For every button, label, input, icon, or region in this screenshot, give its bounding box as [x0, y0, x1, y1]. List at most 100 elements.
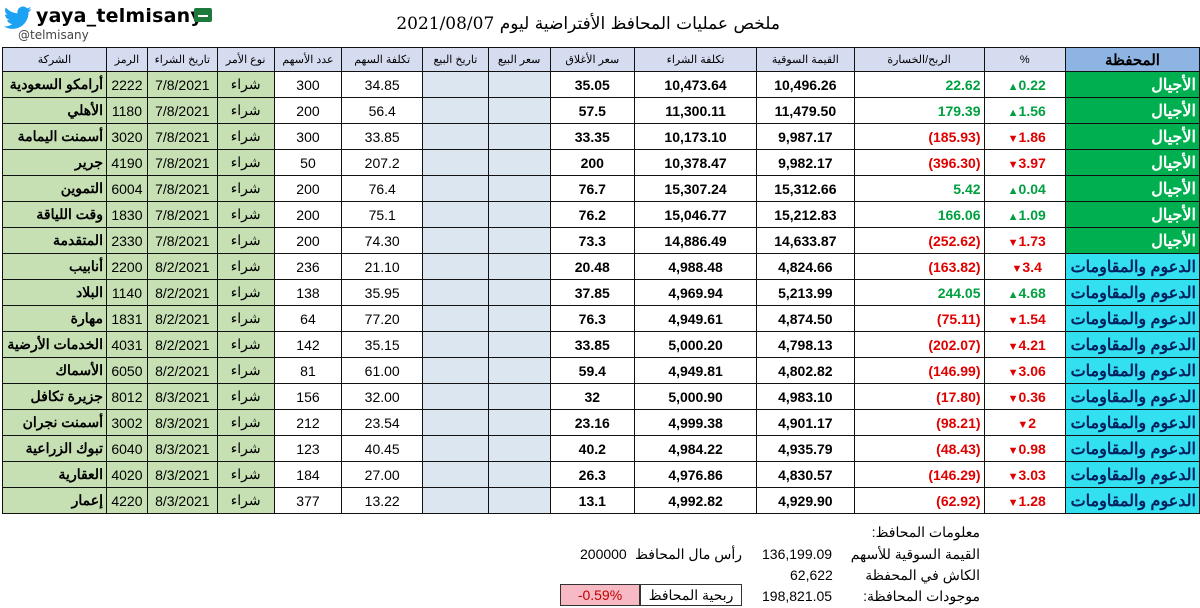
qty-cell: 200: [273, 227, 343, 254]
close-price-cell: 76.7: [549, 175, 636, 202]
close-price-cell: 20.48: [549, 253, 636, 280]
symbol-cell: 6050: [105, 357, 148, 384]
close-price-cell: 200: [549, 149, 636, 176]
pct-value: 1.86: [1018, 128, 1046, 145]
summary-cash: 62,622: [790, 567, 833, 583]
pct-value: 1.54: [1018, 310, 1046, 327]
company-cell: المتقدمة: [2, 227, 107, 254]
company-cell: جرير: [2, 149, 107, 176]
triangle-up-icon: ▲: [1007, 80, 1019, 93]
market-value-cell: 15,212.83: [756, 201, 855, 228]
twitter-handle[interactable]: yaya_telmisany: [36, 5, 203, 27]
profit-loss-cell: (75.11): [853, 305, 985, 332]
triangle-down-icon: ▼: [1007, 132, 1019, 145]
pct-value: 1.73: [1018, 232, 1046, 249]
sell-price-cell: [487, 357, 551, 384]
market-value-cell: 4,798.13: [756, 331, 855, 358]
profit-loss-cell: (202.07): [853, 331, 985, 358]
table-row: أرامكو السعودية 2222 7/8/2021 شراء 300 34.85 3…: [2, 71, 1200, 98]
pct-cell: ▼1.28: [983, 487, 1066, 514]
qty-cell: 142: [273, 331, 343, 358]
table-row: تبوك الزراعية 6040 8/3/2021 شراء 123 40.45 40.…: [2, 435, 1200, 462]
buy-cost-cell: 4,976.86: [634, 461, 758, 488]
pct-cell: ▼3.06: [983, 357, 1066, 384]
pct-value: 0.22: [1018, 76, 1046, 93]
buy-date-cell: 7/8/2021: [146, 175, 218, 202]
profit-loss-cell: 5.42: [853, 175, 985, 202]
profit-loss-cell: 166.06: [853, 201, 985, 228]
qty-cell: 236: [273, 253, 343, 280]
table-row: الأهلي 1180 7/8/2021 شراء 200 56.4 57.5 11,300.…: [2, 97, 1200, 124]
buy-cost-cell: 10,473.64: [634, 71, 758, 98]
table-header-row: الشركة الرمز تاريخ الشراء نوع الأمر عدد …: [2, 47, 1200, 72]
sell-date-cell: [422, 435, 489, 462]
share-cost-cell: 34.85: [341, 71, 424, 98]
buy-date-cell: 8/3/2021: [146, 487, 218, 514]
qty-cell: 300: [273, 71, 343, 98]
table-row: أسمنت نجران 3002 8/3/2021 شراء 212 23.54 23.16…: [2, 409, 1200, 436]
sell-date-cell: [422, 253, 489, 280]
triangle-up-icon: ▲: [1007, 106, 1019, 119]
portfolio-cell: الدعوم والمقاومات: [1064, 279, 1200, 306]
profit-loss-cell: (48.43): [853, 435, 985, 462]
sell-price-cell: [487, 461, 551, 488]
buy-cost-cell: 4,988.48: [634, 253, 758, 280]
sell-price-cell: [487, 435, 551, 462]
share-cost-cell: 75.1: [341, 201, 424, 228]
portfolio-cell: الدعوم والمقاومات: [1064, 383, 1200, 410]
buy-date-cell: 8/2/2021: [146, 305, 218, 332]
profit-pct-label: ربحية المحافظ: [640, 584, 742, 606]
col-order-type: نوع الأمر: [216, 47, 275, 72]
buy-date-cell: 7/8/2021: [146, 97, 218, 124]
market-value-cell: 4,901.17: [756, 409, 855, 436]
sell-date-cell: [422, 227, 489, 254]
twitter-at-handle[interactable]: @telmisany: [18, 28, 89, 42]
order-type-cell: شراء: [216, 409, 275, 436]
pct-value: 2: [1028, 414, 1037, 431]
qty-cell: 200: [273, 201, 343, 228]
sell-price-cell: [487, 331, 551, 358]
symbol-cell: 4190: [105, 149, 148, 176]
triangle-down-icon: ▼: [1007, 314, 1019, 327]
market-value-cell: 14,633.87: [756, 227, 855, 254]
buy-cost-cell: 4,992.82: [634, 487, 758, 514]
pct-cell: ▼0.36: [983, 383, 1066, 410]
qty-cell: 200: [273, 175, 343, 202]
portfolio-cell: الأجيال: [1064, 71, 1200, 98]
buy-date-cell: 8/3/2021: [146, 409, 218, 436]
close-price-cell: 32: [549, 383, 636, 410]
close-price-cell: 35.05: [549, 71, 636, 98]
pct-cell: ▲4.68: [983, 279, 1066, 306]
sell-date-cell: [422, 305, 489, 332]
table-body: أرامكو السعودية 2222 7/8/2021 شراء 300 34.85 3…: [2, 71, 1200, 514]
company-cell: العقارية: [2, 461, 107, 488]
pct-cell: ▼4.21: [983, 331, 1066, 358]
table-row: جرير 4190 7/8/2021 شراء 50 207.2 200 10,378.47 9…: [2, 149, 1200, 176]
profit-loss-cell: 22.62: [853, 71, 985, 98]
pct-cell: ▲0.22: [983, 71, 1066, 98]
portfolio-table: الشركة الرمز تاريخ الشراء نوع الأمر عدد …: [2, 47, 1200, 514]
page-title: ملخص عمليات المحافظ الأفتراضية ليوم 2021…: [396, 14, 780, 34]
buy-date-cell: 8/2/2021: [146, 331, 218, 358]
triangle-down-icon: ▼: [1007, 340, 1019, 353]
company-cell: الأهلي: [2, 97, 107, 124]
order-type-cell: شراء: [216, 253, 275, 280]
order-type-cell: شراء: [216, 357, 275, 384]
table-row: إعمار 4220 8/3/2021 شراء 377 13.22 13.1 4,992.8…: [2, 487, 1200, 514]
col-buy-date: تاريخ الشراء: [146, 47, 218, 72]
close-price-cell: 76.2: [549, 201, 636, 228]
col-pct: %: [983, 47, 1066, 72]
portfolio-cell: الأجيال: [1064, 227, 1200, 254]
order-type-cell: شراء: [216, 201, 275, 228]
market-value-cell: 4,802.82: [756, 357, 855, 384]
order-type-cell: شراء: [216, 97, 275, 124]
company-cell: الأسماك: [2, 357, 107, 384]
col-close-price: سعر الأغلاق: [549, 47, 636, 72]
pct-cell: ▲1.09: [983, 201, 1066, 228]
buy-cost-cell: 10,378.47: [634, 149, 758, 176]
pct-value: 3.03: [1018, 466, 1046, 483]
market-value-cell: 4,874.50: [756, 305, 855, 332]
sell-price-cell: [487, 71, 551, 98]
order-type-cell: شراء: [216, 123, 275, 150]
portfolio-cell: الأجيال: [1064, 97, 1200, 124]
